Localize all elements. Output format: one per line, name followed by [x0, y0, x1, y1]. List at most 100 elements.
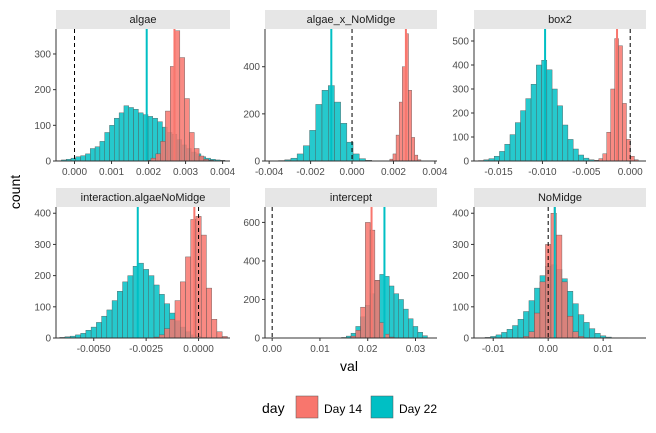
- bar-algae-x-nomidge-day-22-3: [296, 153, 304, 162]
- panel-algae: algae 0.000 0.001 0.002 0.003 0.004 0 100 200 300: [34, 10, 236, 178]
- bar-interaction-algaenomidge-day-22-8: [101, 315, 108, 339]
- bar-box2-day-14-2: [602, 153, 607, 162]
- bar-algae-day-22-19: [147, 116, 154, 162]
- y-tick-label-intercept-1: 200: [243, 295, 260, 306]
- panel-title-algae: algae: [130, 14, 157, 26]
- x-tick-label-intercept-3: 0.03: [406, 344, 426, 355]
- y-axis-title: count: [7, 175, 23, 209]
- bar-box2-day-14-4: [610, 88, 615, 162]
- strip-nomidge: [474, 188, 646, 207]
- bar-nomidge-day-14-3: [539, 281, 546, 339]
- strip-box2: [474, 10, 646, 29]
- bar-algae-day-14-8: [184, 98, 190, 162]
- bar-algae-x-nomidge-day-22-12: [352, 153, 360, 162]
- bar-interaction-algaenomidge-day-22-4: [80, 333, 87, 339]
- strip-algae: [56, 10, 230, 29]
- panel-interaction-algaenomidge: interaction.algaeNoMidge -0.0050 -0.0025 0.…: [34, 188, 230, 355]
- bar-box2-day-14-3: [606, 131, 611, 162]
- bar-algae-day-22-9: [99, 141, 105, 162]
- bar-algae-day-14-7: [179, 57, 185, 162]
- bar-algae-day-14-2: [155, 153, 161, 162]
- x-tick-label-algae-x-nomidge-0: -0.004: [255, 167, 284, 178]
- panel-nomidge: NoMidge -0.01 0.00 0.01 0 100 200 300 400: [452, 188, 646, 355]
- x-tick-label-intercept-1: 0.01: [310, 344, 330, 355]
- panel-box2: box2 -0.015 -0.010 -0.005 0.000 0 100 200 300 400…: [452, 10, 646, 178]
- y-tick-label-intercept-0: 0: [254, 334, 260, 345]
- y-tick-label-intercept-3: 600: [243, 218, 260, 229]
- bar-nomidge-day-22-17: [578, 314, 585, 339]
- bar-algae-x-nomidge-day-14-1: [392, 153, 397, 162]
- bar-intercept-day-22-10: [389, 285, 395, 339]
- x-tick-label-nomidge-0: -0.01: [482, 344, 505, 355]
- bar-interaction-algaenomidge-day-22-7: [96, 322, 102, 339]
- bar-interaction-algaenomidge-day-22-11: [117, 291, 123, 339]
- legend-key-day22: [370, 395, 394, 419]
- y-tick-label-algae-1: 100: [34, 121, 51, 132]
- bar-box2-day-22-16: [562, 124, 569, 162]
- x-tick-label-algae-x-nomidge-3: 0.002: [381, 167, 406, 178]
- panel-title-interaction-algaenomidge: interaction.algaeNoMidge: [81, 192, 206, 204]
- bar-intercept-day-22-11: [393, 293, 399, 339]
- bar-box2-day-14-7: [622, 103, 627, 162]
- bar-algae-day-22-8: [94, 146, 101, 162]
- y-tick-label-algae-0: 0: [45, 157, 51, 168]
- x-tick-label-nomidge-1: 0.00: [538, 344, 558, 355]
- x-tick-label-algae-0: 0.000: [62, 167, 87, 178]
- x-tick-label-box2-2: -0.005: [572, 167, 601, 178]
- bar-algae-x-nomidge-day-22-7: [321, 90, 329, 162]
- bar-interaction-algaenomidge-day-14-11: [211, 319, 218, 339]
- bar-nomidge-day-22-19: [589, 328, 596, 339]
- legend-label-day14: Day 14: [324, 402, 362, 416]
- y-tick-label-algae-2: 200: [34, 85, 51, 96]
- bar-intercept-day-22-15: [412, 326, 419, 339]
- bar-algae-day-22-6: [85, 153, 91, 162]
- bar-algae-x-nomidge-day-14-8: [414, 154, 419, 162]
- bar-box2-day-22-11: [536, 64, 542, 162]
- strip-intercept: [265, 188, 437, 207]
- bar-algae-x-nomidge-day-22-5: [309, 130, 316, 162]
- x-tick-label-interaction-algaenomidge-0: -0.0050: [77, 344, 111, 355]
- bar-intercept-day-14-1: [355, 330, 361, 339]
- x-tick-label-box2-3: 0.000: [618, 167, 643, 178]
- y-tick-label-box2-0: 0: [463, 157, 469, 168]
- bar-algae-x-nomidge-day-22-9: [334, 101, 341, 162]
- y-tick-label-algae-x-nomidge-0: 0: [254, 157, 260, 168]
- bar-algae-day-22-7: [90, 148, 96, 162]
- bar-interaction-algaenomidge-day-22-9: [106, 309, 113, 339]
- bar-box2-day-22-4: [499, 151, 505, 162]
- bar-algae-day-14-9: [189, 132, 195, 162]
- bar-algae-day-14-6: [174, 30, 181, 162]
- bar-nomidge-day-14-9: [572, 331, 579, 339]
- bar-algae-day-14-4: [165, 110, 171, 162]
- bar-algae-day-22-4: [75, 156, 81, 162]
- x-tick-label-intercept-2: 0.02: [358, 344, 378, 355]
- bar-intercept-day-22-14: [408, 318, 414, 339]
- x-tick-label-nomidge-2: 0.01: [593, 344, 613, 355]
- bar-interaction-algaenomidge-day-14-12: [216, 331, 223, 339]
- y-tick-label-algae-x-nomidge-2: 400: [243, 62, 260, 73]
- bar-box2-day-22-15: [557, 105, 563, 162]
- panel-title-algae-x-nomidge: algae_x_NoMidge: [307, 14, 396, 26]
- bar-interaction-algaenomidge-day-14-6: [185, 256, 191, 339]
- bar-interaction-algaenomidge-day-14-4: [174, 300, 181, 339]
- y-tick-label-box2-1: 100: [452, 133, 469, 144]
- y-tick-label-interaction-algaenomidge-2: 200: [34, 271, 51, 282]
- y-tick-label-algae-3: 300: [34, 49, 51, 60]
- legend-title: day: [262, 400, 285, 416]
- bar-algae-x-nomidge-day-22-6: [315, 104, 323, 162]
- y-tick-label-nomidge-3: 300: [452, 240, 469, 251]
- bar-algae-day-14-10: [194, 148, 200, 162]
- x-tick-label-interaction-algaenomidge-1: -0.0025: [129, 344, 163, 355]
- bar-intercept-day-14-3: [365, 222, 371, 339]
- bar-interaction-algaenomidge-day-22-15: [138, 262, 144, 339]
- y-tick-label-nomidge-4: 400: [452, 209, 469, 220]
- bar-box2-day-22-7: [515, 122, 521, 162]
- x-tick-label-algae-x-nomidge-1: -0.002: [296, 167, 325, 178]
- legend-key-day14: [295, 395, 319, 419]
- bar-algae-day-22-16: [133, 109, 139, 162]
- y-tick-label-box2-5: 500: [452, 37, 469, 48]
- bar-interaction-algaenomidge-day-22-16: [143, 269, 149, 339]
- bar-intercept-day-14-2: [360, 306, 366, 339]
